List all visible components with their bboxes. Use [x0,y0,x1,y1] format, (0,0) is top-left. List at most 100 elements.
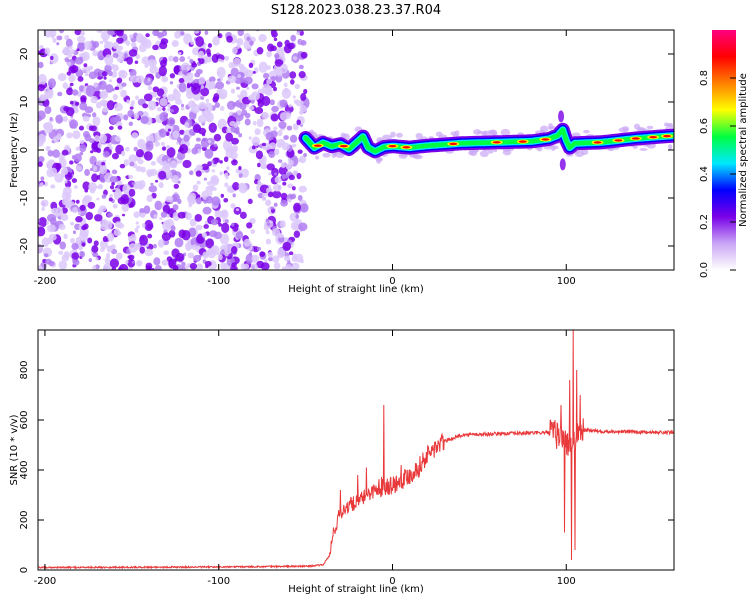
ridge-halo [411,153,421,159]
noise-blob [216,78,221,82]
noise-blob [139,208,145,214]
noise-blob [179,144,189,154]
noise-blob [295,100,304,107]
noise-blob [273,202,278,207]
noise-blob [300,93,307,101]
noise-blob [251,254,259,263]
noise-blob [233,57,241,67]
noise-blob [212,157,218,165]
noise-blob [294,83,300,90]
noise-blob [107,212,113,218]
noise-blob [102,151,110,158]
noise-blob [261,142,267,147]
noise-blob [251,136,261,147]
noise-blob [252,120,257,126]
noise-blob [152,44,159,51]
noise-blob [38,73,47,85]
noise-blob [200,163,209,171]
noise-blob [238,133,243,138]
noise-blob [160,141,166,146]
noise-blob [203,55,213,63]
ridge-peak [593,141,602,144]
noise-blob [209,80,216,90]
ridge-smear [558,110,565,123]
noise-blob [142,103,149,109]
noise-blob [106,252,111,258]
noise-blob [38,243,44,254]
noise-blob [111,88,115,92]
noise-blob [97,142,102,149]
noise-blob [144,219,154,232]
x-tick-label: -200 [34,276,57,287]
noise-blob [249,40,254,46]
figure-title: S128.2023.038.23.37.R04 [271,3,441,18]
noise-blob [58,250,64,255]
noise-blob [123,52,128,58]
noise-blob [202,206,212,215]
noise-blob [109,175,119,183]
noise-blob [80,30,85,36]
noise-blob [248,105,255,111]
noise-blob [146,194,153,203]
noise-blob [286,194,293,201]
noise-blob [78,125,85,131]
noise-blob [240,168,249,178]
noise-blob [71,242,79,251]
colorbar-ticks: 0.0 0.2 0.4 0.6 0.8 [699,70,736,278]
noise-blob [207,161,212,167]
noise-blob [99,205,107,212]
noise-blob [126,99,131,104]
noise-blob [196,180,201,185]
noise-blob [156,156,162,164]
noise-blob [235,231,244,239]
noise-blob [193,30,200,34]
noise-blob [50,184,56,189]
noise-blob [108,197,113,202]
noise-blob [102,70,108,77]
noise-blob [88,125,94,132]
noise-blob [239,211,247,219]
noise-blob [129,75,140,83]
noise-blob [188,202,192,208]
noise-blob [99,165,108,175]
noise-blob [195,170,202,177]
ridge-halo [668,122,673,127]
noise-blob [292,95,296,99]
noise-blob [166,214,170,218]
noise-blob [79,231,89,242]
noise-blob [46,224,56,233]
noise-blob [276,138,285,146]
noise-blob [92,252,99,258]
ridge-halo [376,158,382,164]
noise-blob [248,94,254,101]
noise-blob [266,51,272,58]
noise-blob [245,253,254,264]
noise-blob [219,160,223,164]
ridge-halo [415,132,423,140]
noise-blob [232,193,236,198]
noise-blob [223,243,233,255]
noise-blob [293,202,301,213]
noise-blob [226,166,230,171]
noise-blob [160,211,167,218]
noise-blob [159,128,167,138]
noise-blob [224,219,229,224]
noise-blob [40,199,49,207]
noise-blob [144,63,149,68]
y-tick-label: 200 [19,510,30,529]
noise-blob [109,146,113,150]
noise-blob [114,30,123,36]
noise-blob [61,149,69,156]
noise-blob [214,210,224,219]
noise-blob [166,147,176,158]
noise-blob [118,70,126,78]
x-tick-label: -100 [207,276,230,287]
noise-blob [154,265,162,270]
noise-blob [237,74,242,79]
noise-blob [79,250,85,258]
noise-blob [91,173,99,183]
noise-blob [266,78,273,85]
noise-blob [173,183,179,189]
noise-blob [71,252,80,260]
noise-blob [88,182,97,192]
